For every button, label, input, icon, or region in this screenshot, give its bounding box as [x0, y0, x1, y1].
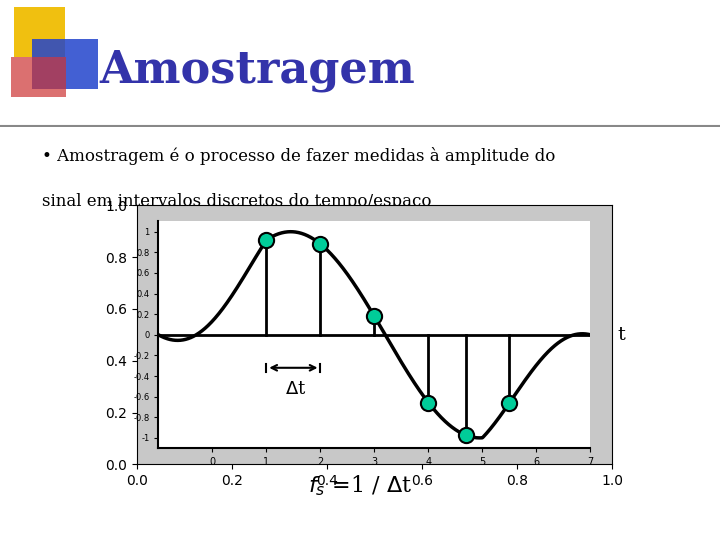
Text: • Amostragem é o processo de fazer medidas à amplitude do: • Amostragem é o processo de fazer medid… — [42, 147, 556, 165]
Text: $\Delta$t: $\Delta$t — [285, 380, 307, 398]
Point — [315, 240, 326, 248]
Text: $f_s$ =1 / $\Delta$t: $f_s$ =1 / $\Delta$t — [308, 474, 412, 498]
Text: t: t — [618, 326, 625, 344]
FancyBboxPatch shape — [32, 39, 98, 89]
FancyBboxPatch shape — [11, 57, 66, 97]
Text: Amostragem: Amostragem — [99, 49, 415, 92]
Point — [369, 312, 380, 321]
Point — [461, 431, 472, 440]
FancyBboxPatch shape — [14, 7, 65, 57]
Point — [261, 236, 272, 245]
Text: sinal em intervalos discretos do tempo/espaço: sinal em intervalos discretos do tempo/e… — [42, 193, 432, 210]
Point — [423, 399, 434, 407]
Point — [504, 399, 516, 407]
